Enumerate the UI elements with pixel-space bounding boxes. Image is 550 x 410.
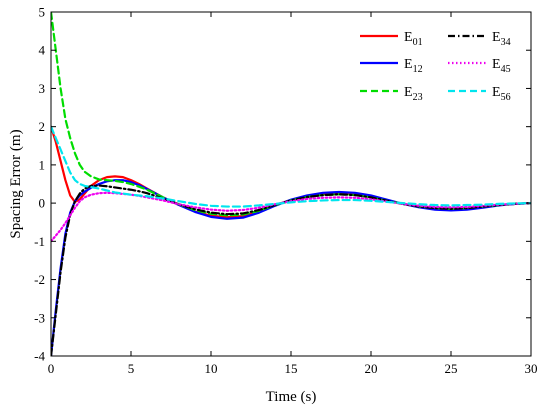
x-tick-label: 30: [525, 361, 538, 376]
series-line-e12: [51, 179, 531, 356]
y-axis-ticks: -4 -3 -2 -1 0 1 2 3 4 5: [34, 5, 531, 364]
y-axis-label: Spacing Error (m): [8, 129, 24, 238]
legend-label-e12: E12: [404, 57, 423, 75]
x-tick-label: 10: [205, 361, 218, 376]
series-line-e34: [51, 184, 531, 356]
y-tick-label: 5: [39, 5, 46, 20]
y-tick-label: 3: [39, 81, 46, 96]
legend-label-e56: E56: [492, 85, 511, 103]
x-tick-label: 25: [445, 361, 458, 376]
y-tick-label: 1: [39, 157, 46, 172]
y-tick-label: -3: [34, 310, 45, 325]
x-axis-label: Time (s): [266, 389, 317, 405]
series-line-e01: [51, 125, 531, 219]
legend: E01 E12 E23 E34 E45 E56: [360, 30, 511, 103]
series-line-e23: [51, 12, 531, 217]
legend-label-e01: E01: [404, 30, 423, 48]
series-line-e56: [51, 125, 531, 208]
legend-label-e34: E34: [492, 30, 511, 48]
axes-frame: [50, 11, 532, 357]
y-tick-label: 2: [39, 119, 46, 134]
y-tick-label: -1: [34, 234, 45, 249]
series-lines-group: [51, 12, 531, 356]
y-tick-label: 4: [39, 43, 46, 58]
x-axis-ticks: 0 5 10 15 20 25 30: [48, 12, 538, 376]
x-tick-label: 15: [285, 361, 298, 376]
x-tick-label: 20: [365, 361, 378, 376]
y-tick-label: -4: [34, 349, 45, 364]
x-tick-label: 0: [48, 361, 55, 376]
y-tick-label: 0: [39, 196, 46, 211]
y-tick-label: -2: [34, 272, 45, 287]
series-line-e45: [51, 191, 531, 243]
legend-label-e45: E45: [492, 57, 511, 75]
legend-label-e23: E23: [404, 85, 423, 103]
x-tick-label: 5: [128, 361, 135, 376]
